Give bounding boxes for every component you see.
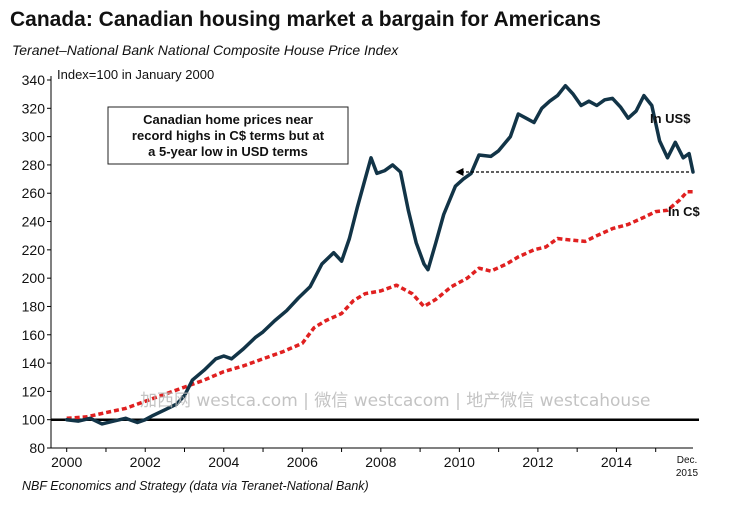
x-tick-label: 2014 <box>601 454 632 470</box>
x-tick-label: 2000 <box>51 454 82 470</box>
watermark-text: 加西网 westca.com | 微信 westcacom | 地产微信 wes… <box>140 391 651 411</box>
x-end-label-month: Dec. <box>677 455 698 466</box>
x-tick-label: 2006 <box>287 454 318 470</box>
source-note: NBF Economics and Strategy (data via Ter… <box>22 479 369 493</box>
y-tick-label: 240 <box>22 214 46 230</box>
reference-arrowhead <box>455 168 464 176</box>
series-label-usd: In US$ <box>650 111 691 126</box>
annotation-line: record highs in C$ terms but at <box>132 128 325 143</box>
x-tick-label: 2002 <box>130 454 161 470</box>
y-axis-label: Index=100 in January 2000 <box>57 67 214 82</box>
x-tick-label: 2008 <box>365 454 396 470</box>
y-tick-label: 140 <box>22 355 46 371</box>
y-tick-label: 200 <box>22 270 46 286</box>
x-end-label-year: 2015 <box>676 468 699 479</box>
series-line-usd <box>64 83 695 426</box>
chart-title: Canada: Canadian housing market a bargai… <box>10 8 601 31</box>
y-tick-label: 120 <box>22 383 46 399</box>
annotation-line: Canadian home prices near <box>143 112 313 127</box>
y-tick-label: 340 <box>22 72 46 88</box>
x-tick-label: 2010 <box>444 454 475 470</box>
y-tick-label: 260 <box>22 185 46 201</box>
y-tick-label: 100 <box>22 412 46 428</box>
series-line-cad <box>66 190 693 421</box>
y-tick-label: 220 <box>22 242 46 258</box>
series-label-cad: In C$ <box>668 204 701 219</box>
x-tick-label: 2012 <box>522 454 553 470</box>
y-tick-label: 160 <box>22 327 46 343</box>
chart-subtitle: Teranet–National Bank National Composite… <box>12 42 399 58</box>
y-tick-label: 180 <box>22 298 46 314</box>
y-tick-label: 80 <box>29 440 45 456</box>
x-tick-label: 2004 <box>208 454 239 470</box>
y-tick-label: 280 <box>22 157 46 173</box>
annotation-line: a 5-year low in USD terms <box>148 144 308 159</box>
annotation-box <box>107 106 349 165</box>
y-tick-label: 300 <box>22 129 46 145</box>
y-tick-label: 320 <box>22 100 46 116</box>
